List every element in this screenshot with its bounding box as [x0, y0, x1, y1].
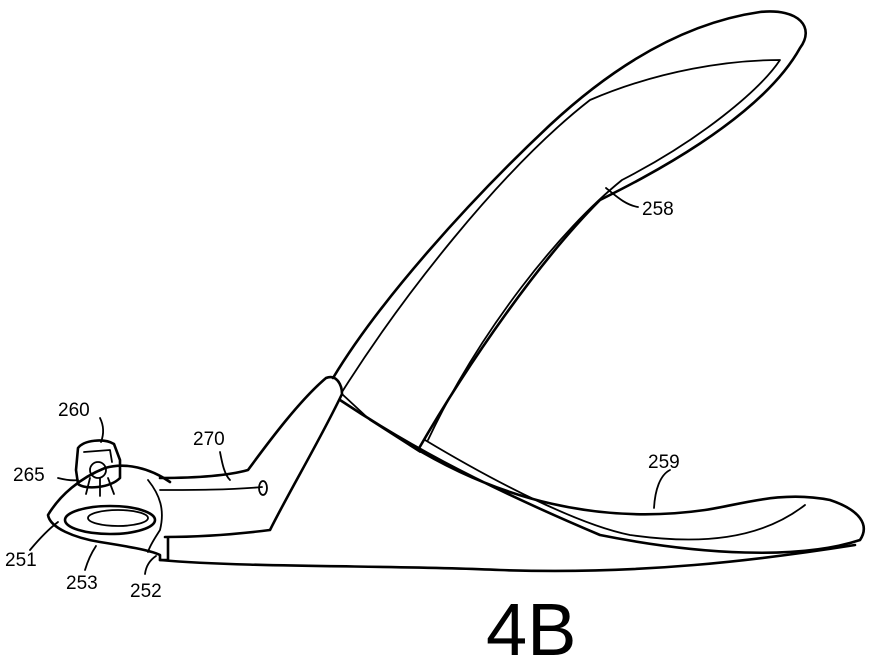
leader-253 — [85, 546, 96, 570]
cutting-aperture-inner — [88, 510, 148, 526]
ref-label-259: 259 — [648, 452, 680, 473]
leader-252 — [145, 556, 156, 574]
upper-handle-grip — [342, 60, 780, 440]
ref-label-252: 252 — [130, 581, 162, 602]
ref-label-270: 270 — [193, 429, 225, 450]
leader-258 — [606, 188, 638, 207]
figure-label: 4B — [486, 588, 577, 670]
pivot-neck — [160, 377, 342, 537]
leader-251 — [30, 522, 58, 550]
blade-bar — [160, 487, 262, 490]
ref-label-251: 251 — [5, 550, 37, 571]
lower-handle-outline — [340, 400, 864, 553]
leader-265 — [58, 478, 78, 480]
leader-259 — [654, 470, 670, 508]
ref-label-265: 265 — [13, 465, 45, 486]
ref-label-258: 258 — [642, 199, 674, 220]
ref-label-253: 253 — [66, 573, 98, 594]
ref-label-260: 260 — [58, 400, 90, 421]
leader-260 — [100, 418, 103, 442]
lower-handle-grip — [425, 440, 805, 540]
base-bottom-edge — [160, 545, 855, 571]
guard-knob-face — [84, 450, 112, 462]
